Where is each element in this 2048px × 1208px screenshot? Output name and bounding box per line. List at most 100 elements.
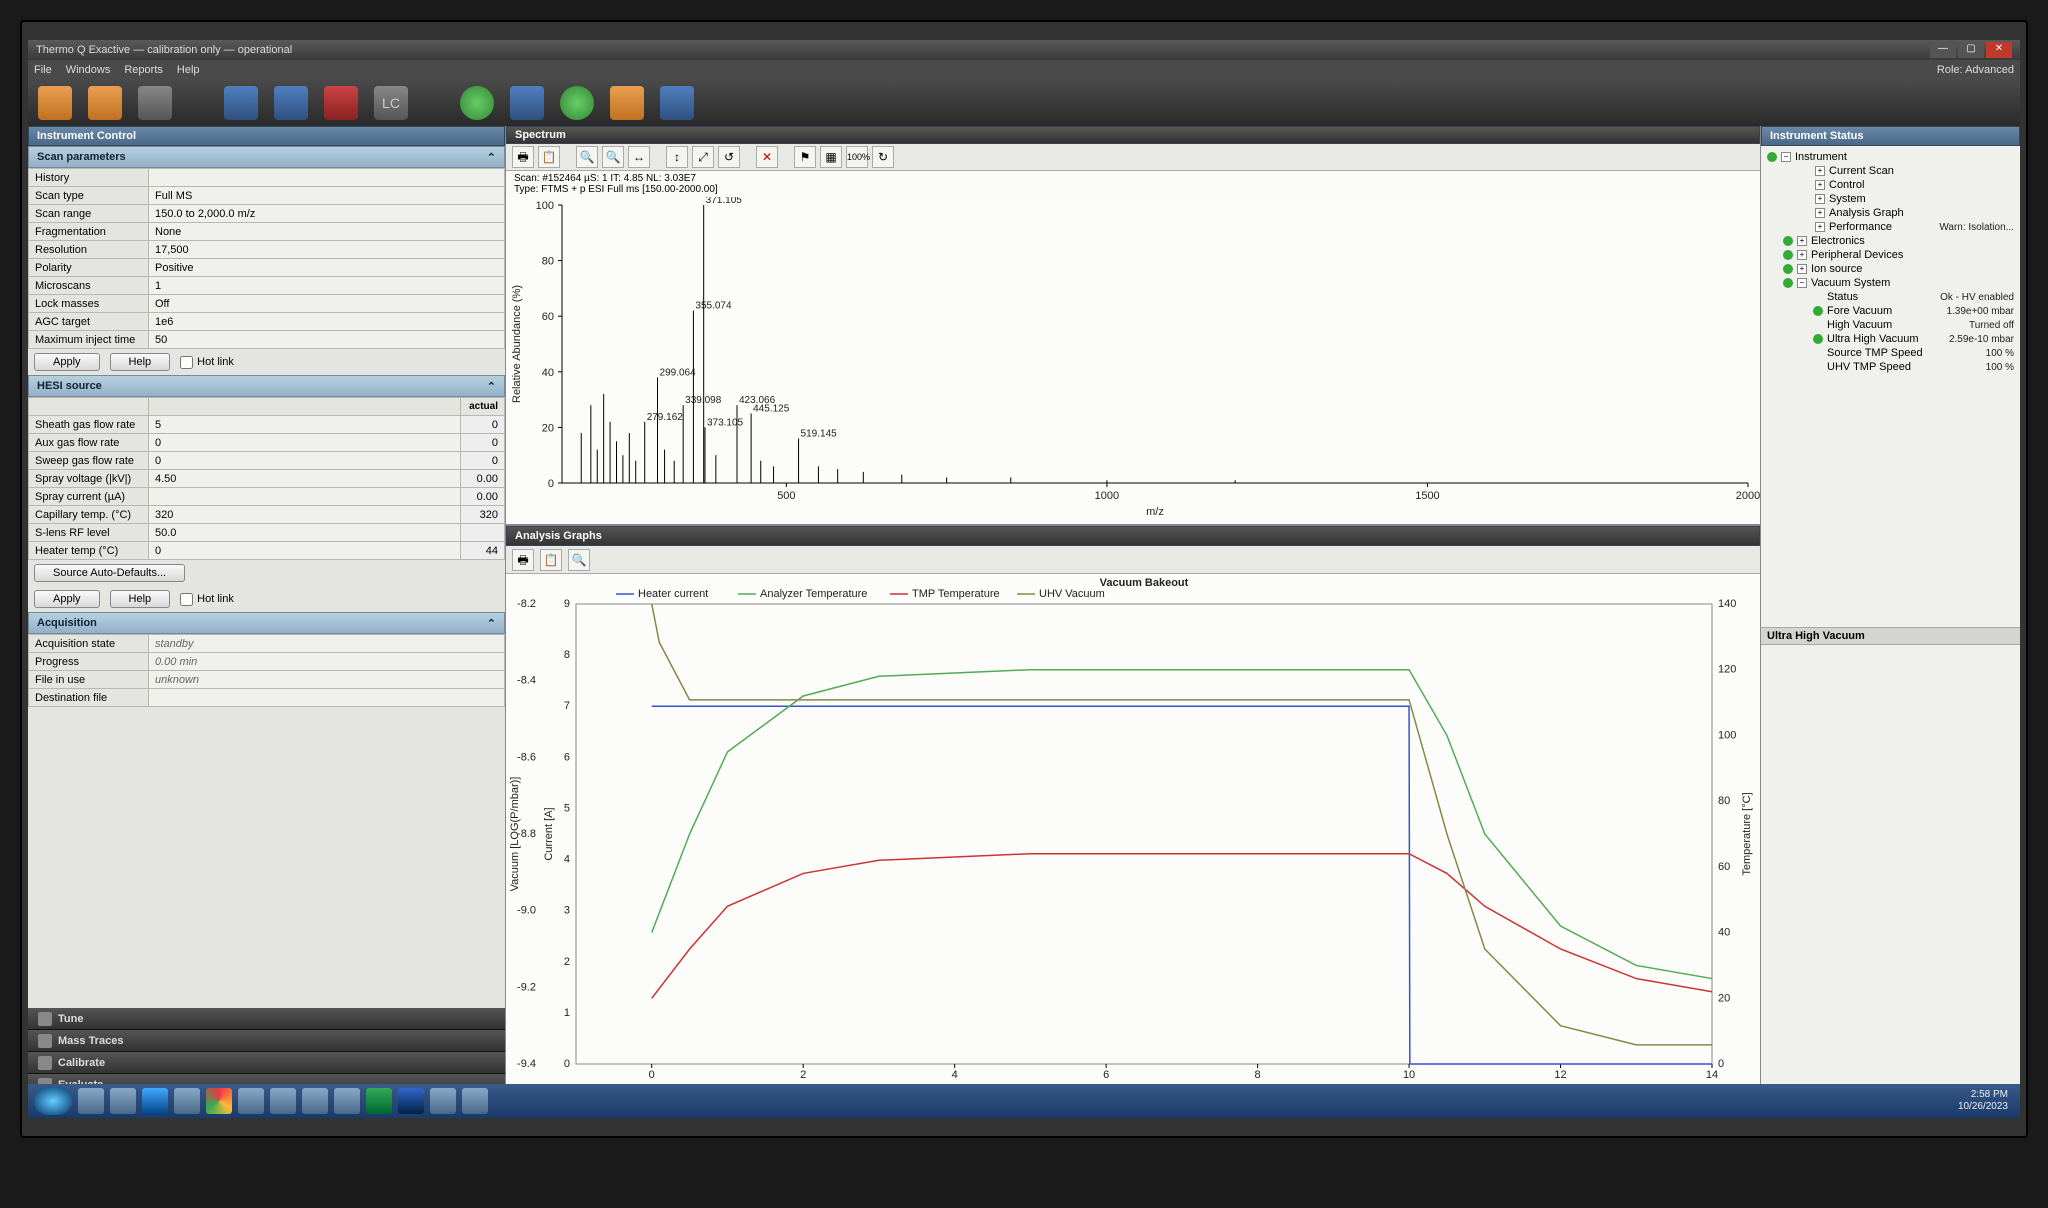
tree-item[interactable]: −Vacuum System xyxy=(1765,276,2016,290)
tree-item[interactable]: Source TMP Speed100 % xyxy=(1765,346,2016,360)
spec-tool-zoom-in-icon[interactable]: 🔍 xyxy=(576,146,598,168)
status-icon-4[interactable] xyxy=(610,86,644,120)
status-icon-1[interactable] xyxy=(460,86,494,120)
expand-icon[interactable]: + xyxy=(1815,180,1825,190)
tree-item[interactable]: +Peripheral Devices xyxy=(1765,248,2016,262)
menu-file[interactable]: File xyxy=(34,64,52,76)
tree-item[interactable]: +Analysis Graph xyxy=(1765,206,2016,220)
tree-item[interactable]: +PerformanceWarn: Isolation... xyxy=(1765,220,2016,234)
collapse-icon[interactable]: ⌃ xyxy=(487,380,496,393)
scan-help-button[interactable]: Help xyxy=(110,353,171,371)
tool-icon-6[interactable] xyxy=(324,86,358,120)
expand-icon[interactable]: + xyxy=(1815,166,1825,176)
spec-tool-copy-icon[interactable]: 📋 xyxy=(538,146,560,168)
param-value[interactable]: None xyxy=(149,223,505,241)
an-tool-print-icon[interactable]: 🖶 xyxy=(512,549,534,571)
taskbar-app2-icon[interactable] xyxy=(302,1088,328,1114)
tree-item[interactable]: +Current Scan xyxy=(1765,164,2016,178)
hesi-hotlink-check[interactable]: Hot link xyxy=(180,593,234,606)
tool-icon-1[interactable] xyxy=(38,86,72,120)
tool-icon-3[interactable] xyxy=(138,86,172,120)
spectrum-chart[interactable]: 020406080100500100015002000m/zRelative A… xyxy=(506,197,1760,524)
spec-tool-autoscale-icon[interactable]: ⤢ xyxy=(692,146,714,168)
param-value[interactable]: 50 xyxy=(149,331,505,349)
nav-tab-calibrate[interactable]: Calibrate xyxy=(28,1052,505,1074)
taskbar-ie-icon[interactable] xyxy=(142,1088,168,1114)
expand-icon[interactable]: + xyxy=(1815,208,1825,218)
tree-item[interactable]: +Control xyxy=(1765,178,2016,192)
param-value[interactable]: 150.0 to 2,000.0 m/z xyxy=(149,205,505,223)
tool-icon-2[interactable] xyxy=(88,86,122,120)
taskbar-word-icon[interactable] xyxy=(398,1088,424,1114)
spec-tool-zoom-out-icon[interactable]: 🔍 xyxy=(602,146,624,168)
tree-item[interactable]: StatusOk - HV enabled xyxy=(1765,290,2016,304)
tree-item[interactable]: Ultra High Vacuum2.59e-10 mbar xyxy=(1765,332,2016,346)
tree-item[interactable]: High VacuumTurned off xyxy=(1765,318,2016,332)
spec-tool-refresh-icon[interactable]: ↻ xyxy=(872,146,894,168)
taskbar-app1-icon[interactable] xyxy=(238,1088,264,1114)
nav-tab-tune[interactable]: Tune xyxy=(28,1008,505,1030)
status-icon-2[interactable] xyxy=(510,86,544,120)
tree-item[interactable]: Fore Vacuum1.39e+00 mbar xyxy=(1765,304,2016,318)
param-value[interactable]: 1 xyxy=(149,277,505,295)
param-value[interactable]: Full MS xyxy=(149,187,505,205)
scan-hotlink-check[interactable]: Hot link xyxy=(180,356,234,369)
acquisition-header[interactable]: Acquisition ⌃ xyxy=(28,612,505,634)
taskbar-media-icon[interactable] xyxy=(270,1088,296,1114)
scan-params-header[interactable]: Scan parameters ⌃ xyxy=(28,146,505,168)
analysis-chart[interactable]: Vacuum BakeoutHeater currentAnalyzer Tem… xyxy=(506,574,1760,1103)
tool-icon-5[interactable] xyxy=(274,86,308,120)
hesi-value[interactable] xyxy=(149,488,461,506)
an-tool-zoom-icon[interactable]: 🔍 xyxy=(568,549,590,571)
expand-icon[interactable]: − xyxy=(1781,152,1791,162)
param-value[interactable]: 17,500 xyxy=(149,241,505,259)
param-value[interactable]: Off xyxy=(149,295,505,313)
expand-icon[interactable]: + xyxy=(1797,250,1807,260)
expand-icon[interactable]: + xyxy=(1815,194,1825,204)
start-button[interactable] xyxy=(34,1087,72,1115)
param-value[interactable]: 1e6 xyxy=(149,313,505,331)
tool-icon-4[interactable] xyxy=(224,86,258,120)
tree-item[interactable]: +Electronics xyxy=(1765,234,2016,248)
auto-defaults-button[interactable]: Source Auto-Defaults... xyxy=(34,564,185,582)
tree-item[interactable]: +System xyxy=(1765,192,2016,206)
menu-reports[interactable]: Reports xyxy=(124,64,163,76)
taskbar-app4-icon[interactable] xyxy=(462,1088,488,1114)
minimize-button[interactable]: — xyxy=(1930,42,1956,58)
close-button[interactable]: ✕ xyxy=(1986,42,2012,58)
taskbar-folder-icon[interactable] xyxy=(110,1088,136,1114)
spec-tool-flag-icon[interactable]: ⚑ xyxy=(794,146,816,168)
taskbar-calc-icon[interactable] xyxy=(174,1088,200,1114)
spec-tool-grid-icon[interactable]: ▦ xyxy=(820,146,842,168)
hesi-value[interactable]: 320 xyxy=(149,506,461,524)
spec-tool-print-icon[interactable]: 🖶 xyxy=(512,146,534,168)
hesi-header[interactable]: HESI source ⌃ xyxy=(28,375,505,397)
expand-icon[interactable]: + xyxy=(1815,222,1825,232)
hesi-value[interactable]: 50.0 xyxy=(149,524,461,542)
scan-apply-button[interactable]: Apply xyxy=(34,353,100,371)
tree-item[interactable]: +Ion source xyxy=(1765,262,2016,276)
spec-tool-reset-icon[interactable]: ↺ xyxy=(718,146,740,168)
system-tray[interactable]: 2:58 PM 10/26/2023 xyxy=(1958,1089,2014,1113)
taskbar-chrome-icon[interactable] xyxy=(206,1088,232,1114)
menu-windows[interactable]: Windows xyxy=(66,64,111,76)
menu-help[interactable]: Help xyxy=(177,64,200,76)
spec-tool-delete-icon[interactable]: ✕ xyxy=(756,146,778,168)
param-value[interactable] xyxy=(149,169,505,187)
spec-tool-zoom-x-icon[interactable]: ↔ xyxy=(628,146,650,168)
hesi-value[interactable]: 0 xyxy=(149,452,461,470)
spec-tool-zoom-y-icon[interactable]: ↕ xyxy=(666,146,688,168)
an-tool-copy-icon[interactable]: 📋 xyxy=(540,549,562,571)
hesi-value[interactable]: 0 xyxy=(149,434,461,452)
taskbar-teamviewer-icon[interactable] xyxy=(430,1088,456,1114)
expand-icon[interactable]: − xyxy=(1797,278,1807,288)
hesi-value[interactable]: 4.50 xyxy=(149,470,461,488)
param-value[interactable]: Positive xyxy=(149,259,505,277)
taskbar-explorer-icon[interactable] xyxy=(78,1088,104,1114)
hesi-help-button[interactable]: Help xyxy=(110,590,171,608)
taskbar-excel-icon[interactable] xyxy=(366,1088,392,1114)
hesi-value[interactable]: 0 xyxy=(149,542,461,560)
expand-icon[interactable]: + xyxy=(1797,236,1807,246)
status-icon-3[interactable] xyxy=(560,86,594,120)
tree-item[interactable]: UHV TMP Speed100 % xyxy=(1765,360,2016,374)
